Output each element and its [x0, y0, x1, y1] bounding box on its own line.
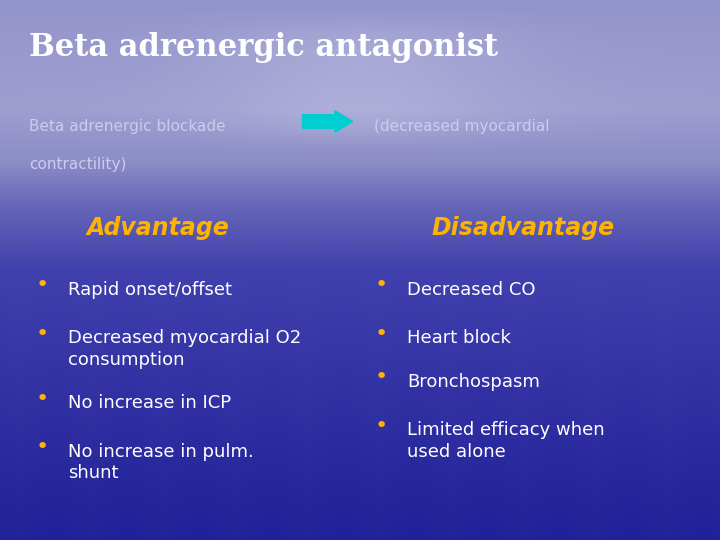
Text: (decreased myocardial: (decreased myocardial [374, 119, 550, 134]
FancyArrow shape [302, 111, 353, 132]
Text: Heart block: Heart block [407, 329, 510, 347]
Text: •: • [374, 367, 387, 387]
Text: Limited efficacy when
used alone: Limited efficacy when used alone [407, 421, 604, 461]
Text: Rapid onset/offset: Rapid onset/offset [68, 281, 233, 299]
Text: •: • [36, 437, 49, 457]
Text: •: • [374, 324, 387, 344]
Text: contractility): contractility) [29, 157, 126, 172]
Text: Disadvantage: Disadvantage [432, 216, 615, 240]
Text: No increase in pulm.
shunt: No increase in pulm. shunt [68, 443, 254, 482]
Text: •: • [36, 389, 49, 409]
Text: Beta adrenergic blockade: Beta adrenergic blockade [29, 119, 225, 134]
Text: Decreased myocardial O2
consumption: Decreased myocardial O2 consumption [68, 329, 302, 369]
Text: •: • [374, 275, 387, 295]
Text: •: • [374, 416, 387, 436]
Text: No increase in ICP: No increase in ICP [68, 394, 232, 412]
Text: Advantage: Advantage [86, 216, 229, 240]
Text: Bronchospasm: Bronchospasm [407, 373, 540, 390]
Text: Decreased CO: Decreased CO [407, 281, 535, 299]
Text: •: • [36, 275, 49, 295]
Text: •: • [36, 324, 49, 344]
Text: Beta adrenergic antagonist: Beta adrenergic antagonist [29, 32, 498, 63]
